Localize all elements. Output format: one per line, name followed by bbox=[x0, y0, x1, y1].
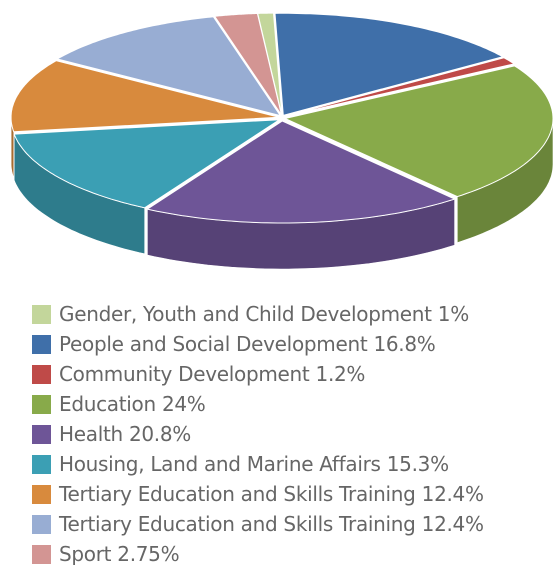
legend-item: Tertiary Education and Skills Training 1… bbox=[32, 509, 484, 539]
legend-value: 1% bbox=[437, 302, 469, 326]
legend-value: 16.8% bbox=[373, 332, 436, 356]
legend-swatch bbox=[32, 424, 51, 444]
legend-item: Tertiary Education and Skills Training 1… bbox=[32, 479, 484, 509]
legend-label: Tertiary Education and Skills Training bbox=[59, 512, 416, 536]
legend-label: Housing, Land and Marine Affairs bbox=[59, 452, 381, 476]
pie-chart bbox=[10, 12, 554, 270]
legend-label: Community Development bbox=[59, 362, 310, 386]
legend-swatch bbox=[32, 394, 51, 414]
legend-value: 2.75% bbox=[117, 542, 180, 565]
slice bbox=[56, 16, 282, 117]
slice bbox=[13, 119, 282, 209]
slice bbox=[274, 12, 505, 116]
legend-swatch bbox=[32, 304, 51, 324]
slice bbox=[146, 120, 457, 224]
legend-item: Health 20.8% bbox=[32, 419, 484, 449]
legend-label: Tertiary Education and Skills Training bbox=[59, 482, 416, 506]
legend-item: Housing, Land and Marine Affairs 15.3% bbox=[32, 449, 484, 479]
legend-item: Community Development 1.2% bbox=[32, 359, 484, 389]
legend-label: Gender, Youth and Child Development bbox=[59, 302, 432, 326]
legend-label: Education bbox=[59, 392, 156, 416]
legend-value: 15.3% bbox=[386, 452, 449, 476]
legend: Gender, Youth and Child Development 1% Pe… bbox=[32, 299, 484, 565]
slice bbox=[213, 13, 282, 116]
legend-item: Sport 2.75% bbox=[32, 539, 484, 565]
legend-label: People and Social Development bbox=[59, 332, 368, 356]
legend-label: Sport bbox=[59, 542, 112, 565]
slice bbox=[284, 57, 516, 117]
legend-label: Health bbox=[59, 422, 123, 446]
slice bbox=[10, 60, 280, 133]
slice bbox=[283, 65, 554, 198]
legend-swatch bbox=[32, 454, 51, 474]
legend-value: 1.2% bbox=[315, 362, 366, 386]
legend-item: Education 24% bbox=[32, 389, 484, 419]
legend-swatch bbox=[32, 484, 51, 504]
legend-value: 24% bbox=[161, 392, 206, 416]
legend-swatch bbox=[32, 544, 51, 564]
legend-swatch bbox=[32, 334, 51, 354]
legend-value: 20.8% bbox=[128, 422, 191, 446]
legend-value: 12.4% bbox=[421, 482, 484, 506]
legend-value: 12.4% bbox=[421, 512, 484, 536]
legend-swatch bbox=[32, 364, 51, 384]
legend-item: Gender, Youth and Child Development 1% bbox=[32, 299, 484, 329]
legend-swatch bbox=[32, 514, 51, 534]
legend-item: People and Social Development 16.8% bbox=[32, 329, 484, 359]
